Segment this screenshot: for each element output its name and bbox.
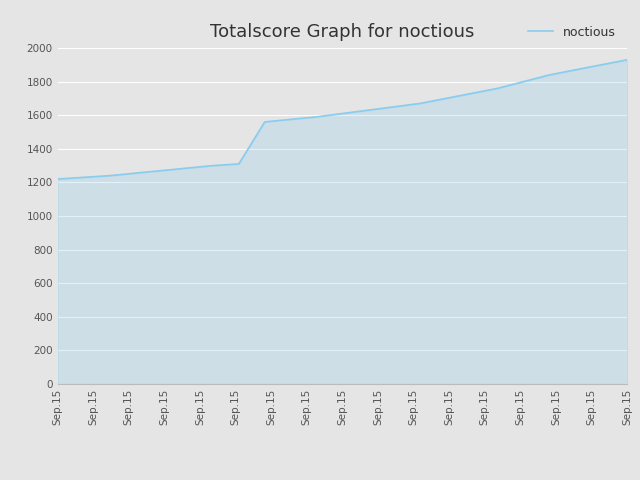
Legend: noctious: noctious	[523, 21, 621, 44]
noctious	[79, 174, 87, 180]
Title: Totalscore Graph for noctious: Totalscore Graph for noctious	[210, 23, 475, 41]
noctious	[106, 173, 113, 179]
noctious	[390, 104, 398, 109]
noctious	[598, 62, 605, 68]
noctious	[209, 163, 217, 168]
noctious	[157, 168, 165, 173]
noctious	[546, 72, 554, 78]
noctious	[572, 67, 579, 72]
noctious	[183, 165, 191, 171]
noctious	[623, 57, 631, 62]
noctious	[235, 161, 243, 167]
noctious	[54, 176, 61, 182]
noctious	[442, 96, 450, 101]
noctious	[416, 100, 424, 106]
noctious	[520, 79, 527, 84]
noctious	[261, 119, 269, 125]
noctious	[494, 85, 502, 91]
noctious	[468, 90, 476, 96]
noctious	[364, 107, 372, 113]
noctious	[339, 110, 346, 116]
Line: noctious: noctious	[58, 60, 627, 179]
noctious	[313, 114, 321, 120]
noctious	[287, 117, 294, 122]
noctious	[131, 170, 139, 176]
